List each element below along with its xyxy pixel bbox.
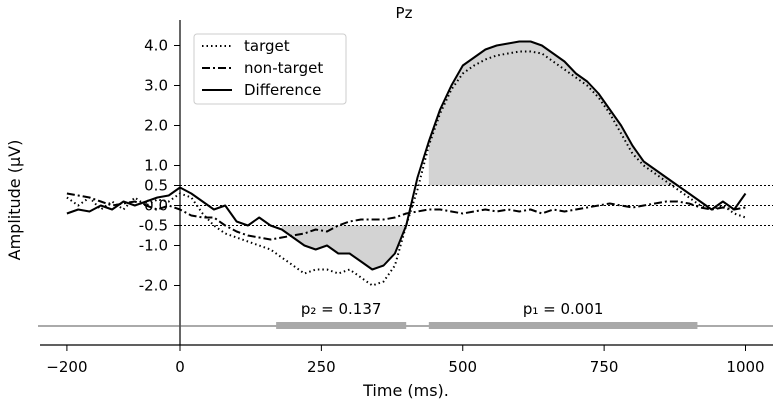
- x-tick-label: 250: [307, 358, 336, 376]
- series-difference: [66, 40, 747, 271]
- significance-bars: p₂ = 0.137 p₁ = 0.001: [276, 300, 698, 329]
- y-tick-label: -1.0: [139, 237, 168, 255]
- significance-shading: [281, 41, 689, 270]
- threshold-lines: [180, 185, 773, 226]
- significance-area: [428, 41, 689, 186]
- chart-title: Pz: [396, 4, 413, 22]
- x-tick-label: −200: [46, 358, 87, 376]
- x-tick-label: 500: [448, 358, 477, 376]
- y-tick-label: 4.0: [144, 37, 168, 55]
- y-ticks: 4.0 3.0 2.0 1.0 0.5 0.0 -0.5 -1.0 -2.0: [139, 37, 180, 295]
- x-tick-label: 750: [590, 358, 619, 376]
- legend-label-target: target: [244, 37, 290, 55]
- y-axis-title: Amplitude (µV): [5, 140, 24, 261]
- y-tick-label: 0.5: [144, 177, 168, 195]
- x-ticks: −200 0 250 500 750 1000: [46, 345, 765, 376]
- p-value-label: p₁ = 0.001: [523, 300, 604, 318]
- y-tick-label: -2.0: [139, 277, 168, 295]
- significance-bar: [428, 322, 698, 329]
- p-value-label: p₂ = 0.137: [301, 300, 382, 318]
- legend-label-non-target: non-target: [244, 59, 323, 77]
- legend-label-difference: Difference: [244, 81, 321, 99]
- y-tick-label: 0.0: [144, 197, 168, 215]
- x-tick-label: 0: [175, 358, 185, 376]
- legend-box: [193, 33, 347, 105]
- y-tick-label: -0.5: [139, 217, 168, 235]
- x-tick-label: 1000: [726, 358, 764, 376]
- significance-area: [281, 225, 407, 270]
- legend: target non-target Difference: [193, 33, 347, 105]
- x-axis-title: Time (ms).: [362, 381, 449, 400]
- y-tick-label: 2.0: [144, 117, 168, 135]
- y-tick-label: 3.0: [144, 77, 168, 95]
- y-tick-label: 1.0: [144, 157, 168, 175]
- significance-bar: [276, 322, 407, 329]
